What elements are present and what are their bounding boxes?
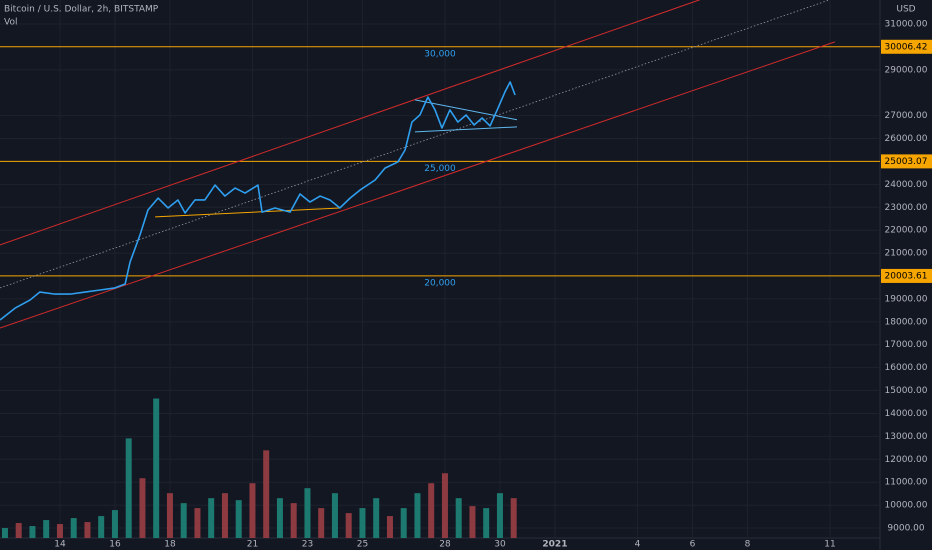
level-name: 25,000	[424, 164, 456, 174]
x-tick-label: 16	[109, 540, 121, 550]
trend-line	[414, 126, 518, 133]
volume-bar	[304, 488, 311, 538]
volume-bar	[221, 493, 228, 538]
price-box-label: 30006.42	[885, 42, 928, 52]
y-tick-label: 31000.00	[885, 20, 928, 30]
volume-bar	[15, 523, 22, 538]
y-tick-label: 27000.00	[885, 111, 928, 121]
volume-bar	[510, 498, 517, 538]
axes: 31000.00 29000.00 27000.00 26000.00 24000.00…	[54, 20, 932, 550]
y-tick-label: 12000.00	[885, 455, 928, 465]
trend-line	[0, 0, 831, 289]
currency: USD	[896, 5, 915, 15]
plot	[0, 81, 516, 321]
x-tick-label: 21	[247, 540, 258, 550]
volume-bar	[290, 503, 297, 538]
y-tick-label: 21000.00	[885, 249, 928, 259]
x-tick-label: 11	[824, 540, 835, 550]
volume-bar	[153, 398, 160, 538]
price-box-label: 25003.07	[885, 157, 928, 167]
level-name: 30,000	[424, 49, 456, 59]
volume	[1, 398, 517, 538]
volume-bar	[345, 513, 352, 538]
drawings: 30,000 25,000 20,000	[0, 0, 880, 329]
subtitle: Vol	[4, 18, 17, 28]
x-tick-label: 6	[690, 540, 696, 550]
y-tick-label: 16000.00	[885, 363, 928, 373]
volume-bar	[166, 493, 173, 538]
level-name: 20,000	[424, 278, 456, 288]
volume-bar	[43, 520, 50, 538]
volume-bar	[359, 508, 366, 538]
price-box-label: 20003.61	[885, 271, 928, 281]
y-tick-label: 22000.00	[885, 226, 928, 236]
y-tick-label: 26000.00	[885, 134, 928, 144]
volume-bar	[194, 508, 201, 538]
x-tick-label: 18	[164, 540, 176, 550]
volume-bar	[496, 493, 503, 538]
volume-bar	[208, 498, 215, 538]
x-tick-label: 28	[439, 540, 451, 550]
volume-bar	[428, 483, 435, 538]
volume-bar	[235, 500, 242, 538]
volume-bar	[483, 508, 490, 538]
price-line	[0, 81, 516, 321]
volume-bar	[56, 524, 63, 538]
y-tick-label: 19000.00	[885, 294, 928, 304]
trend-line	[155, 207, 340, 218]
y-tick-label: 9000.00	[887, 524, 924, 534]
volume-bar	[125, 438, 132, 538]
volume-bar	[400, 508, 407, 538]
volume-bar	[70, 518, 77, 538]
trend-line	[0, 41, 836, 329]
y-tick-label: 29000.00	[885, 65, 928, 75]
trend-line	[0, 0, 701, 246]
x-tick-label: 14	[54, 540, 66, 550]
volume-bar	[373, 498, 380, 538]
y-tick-label: 13000.00	[885, 432, 928, 442]
y-tick-label: 14000.00	[885, 409, 928, 419]
volume-bar	[180, 503, 187, 538]
volume-bar	[249, 483, 256, 538]
volume-bar	[441, 473, 448, 538]
volume-bar	[318, 508, 325, 538]
x-tick-label: 2021	[542, 540, 567, 550]
volume-bar	[276, 498, 283, 538]
volume-bar	[469, 506, 476, 538]
volume-bar	[1, 528, 8, 538]
y-tick-label: 24000.00	[885, 180, 928, 190]
y-tick-label: 17000.00	[885, 340, 928, 350]
volume-bar	[84, 522, 91, 538]
volume-bar	[263, 450, 270, 538]
x-tick-label: 30	[494, 540, 506, 550]
y-tick-label: 23000.00	[885, 203, 928, 213]
x-tick-label: 23	[302, 540, 313, 550]
volume-bar	[414, 493, 421, 538]
x-tick-label: 4	[635, 540, 641, 550]
volume-bar	[386, 516, 393, 538]
volume-bar	[111, 510, 118, 538]
grid	[0, 0, 880, 538]
volume-bar	[331, 493, 338, 538]
y-tick-label: 18000.00	[885, 317, 928, 327]
price-box	[881, 154, 932, 169]
chart-title: Bitcoin / U.S. Dollar, 2h, BITSTAMP	[4, 5, 159, 15]
price-box	[881, 39, 932, 54]
y-tick-label: 15000.00	[885, 386, 928, 396]
volume-bar	[29, 526, 36, 538]
volume-bar	[139, 478, 146, 538]
x-tick-label: 25	[357, 540, 368, 550]
x-tick-label: 8	[745, 540, 751, 550]
price-box	[881, 268, 932, 283]
volume-bar	[455, 498, 462, 538]
y-tick-label: 11000.00	[885, 478, 928, 488]
y-tick-label: 10000.00	[885, 501, 928, 511]
volume-bar	[98, 516, 105, 538]
